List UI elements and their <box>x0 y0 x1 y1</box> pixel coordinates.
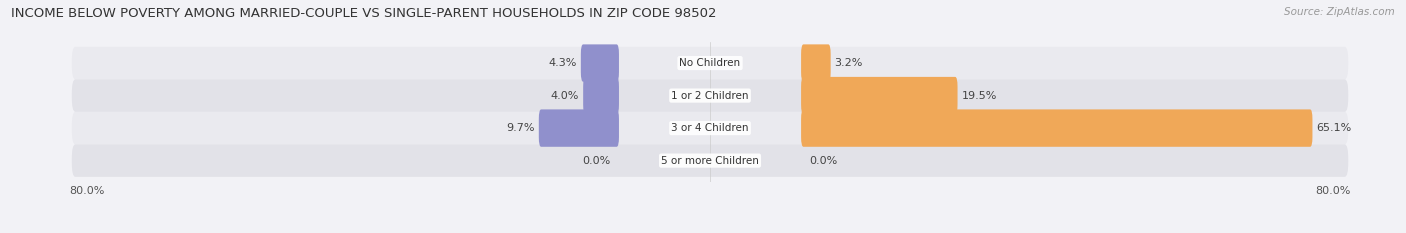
FancyBboxPatch shape <box>72 112 1348 144</box>
Text: No Children: No Children <box>679 58 741 68</box>
Text: 9.7%: 9.7% <box>506 123 534 133</box>
Text: 4.0%: 4.0% <box>551 91 579 101</box>
FancyBboxPatch shape <box>538 110 619 147</box>
Text: 3.2%: 3.2% <box>835 58 863 68</box>
Text: Source: ZipAtlas.com: Source: ZipAtlas.com <box>1284 7 1395 17</box>
FancyBboxPatch shape <box>801 77 957 114</box>
Text: 0.0%: 0.0% <box>582 156 610 166</box>
FancyBboxPatch shape <box>581 44 619 82</box>
Text: 5 or more Children: 5 or more Children <box>661 156 759 166</box>
Text: 3 or 4 Children: 3 or 4 Children <box>671 123 749 133</box>
Text: 0.0%: 0.0% <box>810 156 838 166</box>
FancyBboxPatch shape <box>583 77 619 114</box>
FancyBboxPatch shape <box>72 144 1348 177</box>
Text: 1 or 2 Children: 1 or 2 Children <box>671 91 749 101</box>
Text: 19.5%: 19.5% <box>962 91 997 101</box>
Text: 4.3%: 4.3% <box>548 58 576 68</box>
FancyBboxPatch shape <box>801 44 831 82</box>
FancyBboxPatch shape <box>72 79 1348 112</box>
Text: 65.1%: 65.1% <box>1316 123 1351 133</box>
Text: INCOME BELOW POVERTY AMONG MARRIED-COUPLE VS SINGLE-PARENT HOUSEHOLDS IN ZIP COD: INCOME BELOW POVERTY AMONG MARRIED-COUPL… <box>11 7 717 20</box>
FancyBboxPatch shape <box>801 110 1312 147</box>
FancyBboxPatch shape <box>72 47 1348 79</box>
